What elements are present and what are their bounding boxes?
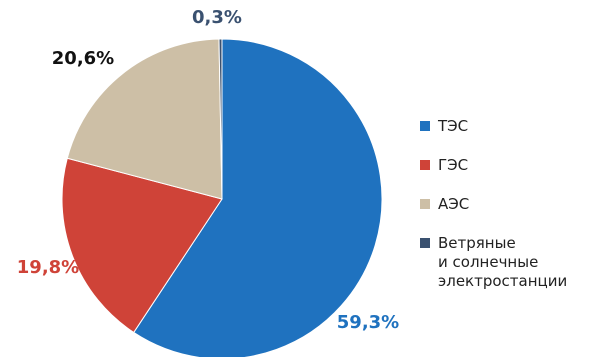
data-label-tes: 59,3% — [337, 312, 399, 333]
legend-swatch-ges — [420, 160, 430, 170]
legend-label-tes: ТЭС — [438, 117, 469, 135]
data-label-aes: 20,6% — [52, 48, 114, 69]
legend-label-aes: АЭС — [438, 195, 470, 213]
pie-slice-wind-solar — [218, 38, 223, 200]
legend-swatch-wind-solar — [420, 238, 430, 248]
pie-slice-aes — [66, 38, 223, 200]
data-label-ges: 19,8% — [17, 257, 79, 278]
data-label-wind-solar: 0,3% — [192, 7, 242, 28]
legend-label-ges: ГЭС — [438, 156, 469, 174]
legend-swatch-aes — [420, 199, 430, 209]
legend-item-ges: ГЭС — [420, 156, 567, 175]
pie-slice-ges — [61, 157, 223, 334]
legend: ТЭС ГЭС АЭС Ветряные и солнечные электро… — [420, 117, 567, 311]
pie-slice-tes — [133, 38, 383, 357]
legend-item-aes: АЭС — [420, 195, 567, 214]
legend-label-wind-solar: Ветряные и солнечные электростанции — [438, 234, 568, 290]
legend-swatch-tes — [420, 121, 430, 131]
legend-item-wind-solar: Ветряные и солнечные электростанции — [420, 234, 567, 291]
legend-item-tes: ТЭС — [420, 117, 567, 136]
